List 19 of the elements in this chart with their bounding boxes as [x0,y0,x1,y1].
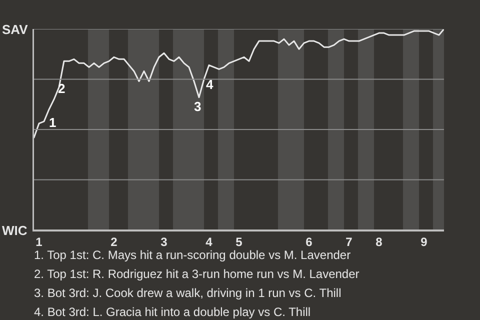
x-tick-label: 1 [36,234,43,249]
text: 1. Top 1st: C. Mays hit a run-scoring double vs M. Lavender [34,248,351,262]
x-tick-label: 9 [420,234,428,249]
x-tick-label: 3 [160,234,168,249]
annotation: 2 [58,81,66,96]
x-tick-label: 5 [236,234,243,249]
text: 3. Bot 3rd: J. Cook drew a walk, driving in 1 run vs C. Thill [34,286,342,300]
x-tick-label: 2 [110,234,118,249]
ref-line-label: SAV [2,22,28,37]
x-tick-label: 6 [306,234,313,249]
x-tick-label: 4 [206,234,213,249]
text: 4. Bot 3rd: L. Gracia hit into a double play vs C. Thill [34,305,311,319]
x-tick-label: 7 [346,234,353,249]
x-tick-label: 8 [376,234,383,249]
annotation: 4 [206,77,214,92]
annotation: 3 [194,99,202,114]
annotation: 1 [49,115,56,130]
text: 2. Top 1st: R. Rodriguez hit a 3-run home run vs M. Lavender [34,267,360,281]
ref-line-label: WIC [2,223,28,238]
